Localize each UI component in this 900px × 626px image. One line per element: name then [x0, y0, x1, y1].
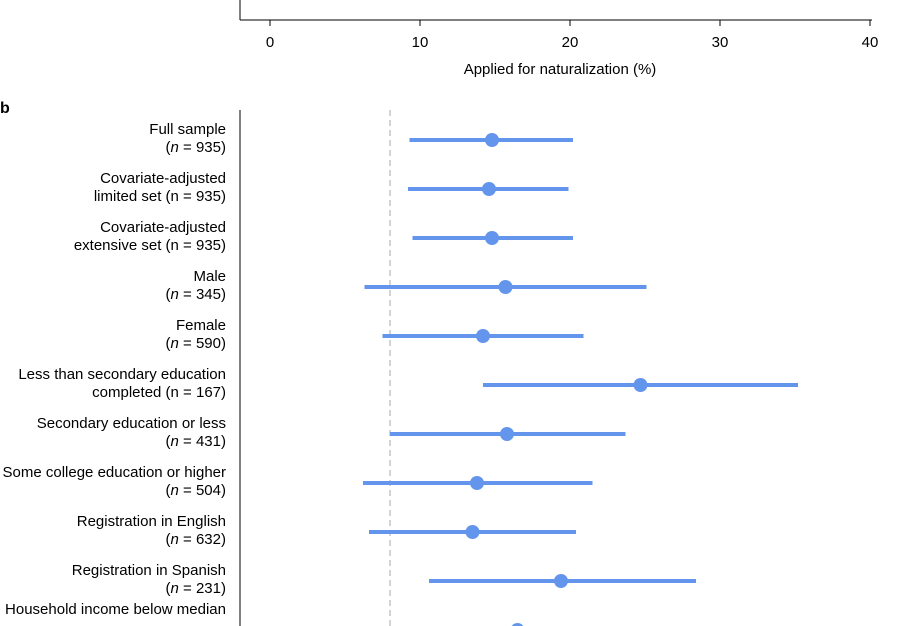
forest-row: Covariate-adjusted limited set (n = 935): [94, 170, 569, 205]
row-label: Female (n = 590): [166, 317, 226, 352]
row-label-line: extensive set (n = 935): [74, 237, 226, 254]
row-label: Covariate-adjusted limited set (n = 935): [94, 170, 226, 205]
row-label-line: completed (n = 167): [92, 384, 226, 401]
row-label-part: (: [166, 433, 171, 450]
x-tick-label: 30: [712, 34, 729, 51]
point-estimate: [554, 574, 568, 588]
panel-b: b Full sample (n = 935)Covariate-adjusted…: [0, 100, 798, 626]
panel-a-ticks: 0 10 20 30 40: [266, 20, 879, 51]
forest-row: Household income below median: [5, 601, 524, 626]
row-label-line: (n = 935): [166, 139, 226, 156]
point-estimate: [633, 378, 648, 392]
x-tick-label: 20: [562, 34, 579, 51]
row-label-line: limited set (n = 935): [94, 188, 226, 205]
row-label-part: = 935): [179, 139, 226, 156]
point-estimate: [470, 476, 484, 490]
row-label-part: (: [166, 335, 171, 352]
point-estimate: [498, 280, 513, 294]
point-estimate: [500, 427, 514, 441]
forest-row: Covariate-adjusted extensive set (n = 935…: [74, 219, 573, 254]
row-label-line: Less than secondary education: [18, 366, 226, 383]
row-label-part: n: [171, 286, 179, 303]
row-label: Full sample (n = 935): [149, 121, 226, 156]
row-label-line: Some college education or higher: [3, 464, 226, 481]
row-label: Some college education or higher (n = 504…: [3, 464, 226, 499]
row-label-line: Male: [193, 268, 226, 285]
row-label: Less than secondary education completed (…: [18, 366, 226, 401]
forest-row: Female (n = 590): [166, 317, 584, 352]
row-label-part: (: [166, 139, 171, 156]
row-label-line: (n = 632): [166, 531, 226, 548]
row-label-line: Covariate-adjusted: [100, 219, 226, 236]
row-label: Secondary education or less (n = 431): [37, 415, 226, 450]
point-estimate: [465, 525, 480, 539]
row-label-part: = 590): [179, 335, 226, 352]
forest-row: Less than secondary education completed (…: [18, 366, 798, 401]
panel-a: 0 10 20 30 40 Applied for naturalization (%): [239, 0, 879, 78]
row-label-line: Full sample: [149, 121, 226, 138]
row-label: Male (n = 345): [166, 268, 226, 303]
row-label-line: Household income below median: [5, 601, 226, 618]
panel-b-rows: Full sample (n = 935)Covariate-adjusted li…: [3, 121, 798, 626]
forest-row: Full sample (n = 935): [149, 121, 573, 156]
row-label-line: Registration in English: [77, 513, 226, 530]
forest-row: Secondary education or less (n = 431): [37, 415, 626, 450]
point-estimate: [476, 329, 490, 343]
row-label-line: Secondary education or less: [37, 415, 226, 432]
row-label-part: = 345): [179, 286, 226, 303]
row-label-part: (: [166, 286, 171, 303]
row-label-line: (n = 431): [166, 433, 226, 450]
x-tick-label: 40: [862, 34, 879, 51]
x-tick-label: 0: [266, 34, 274, 51]
row-label-part: n: [171, 335, 179, 352]
row-label-line: (n = 231): [166, 580, 226, 597]
forest-row: Registration in English (n = 632): [77, 513, 576, 548]
row-label-part: = 632): [179, 531, 226, 548]
row-label-part: n: [171, 433, 179, 450]
row-label-line: (n = 345): [166, 286, 226, 303]
row-label-part: = 231): [179, 580, 226, 597]
row-label-part: n: [171, 531, 179, 548]
row-label-line: (n = 590): [166, 335, 226, 352]
row-label-part: = 431): [179, 433, 226, 450]
row-label-part: n: [171, 482, 179, 499]
row-label-part: = 504): [179, 482, 226, 499]
point-estimate: [511, 623, 524, 626]
point-estimate: [482, 182, 496, 196]
row-label: Registration in English (n = 632): [77, 513, 226, 548]
forest-row: Male (n = 345): [166, 268, 647, 303]
row-label-part: (: [166, 482, 171, 499]
point-estimate: [485, 133, 499, 147]
x-axis-title: Applied for naturalization (%): [464, 61, 657, 78]
row-label-part: n: [171, 139, 179, 156]
row-label-line: Female: [176, 317, 226, 334]
row-label: Registration in Spanish (n = 231): [72, 562, 226, 597]
row-label-line: Registration in Spanish: [72, 562, 226, 579]
row-label: Household income below median: [5, 601, 226, 618]
row-label-part: n: [171, 580, 179, 597]
row-label-part: (: [166, 531, 171, 548]
x-tick-label: 10: [412, 34, 429, 51]
forest-row: Registration in Spanish (n = 231): [72, 562, 696, 597]
row-label: Covariate-adjusted extensive set (n = 935…: [74, 219, 226, 254]
row-label-part: (: [166, 580, 171, 597]
row-label-line: Covariate-adjusted: [100, 170, 226, 187]
forest-row: Some college education or higher (n = 504…: [3, 464, 593, 499]
point-estimate: [485, 231, 499, 245]
panel-letter: b: [0, 100, 10, 117]
row-label-line: (n = 504): [166, 482, 226, 499]
